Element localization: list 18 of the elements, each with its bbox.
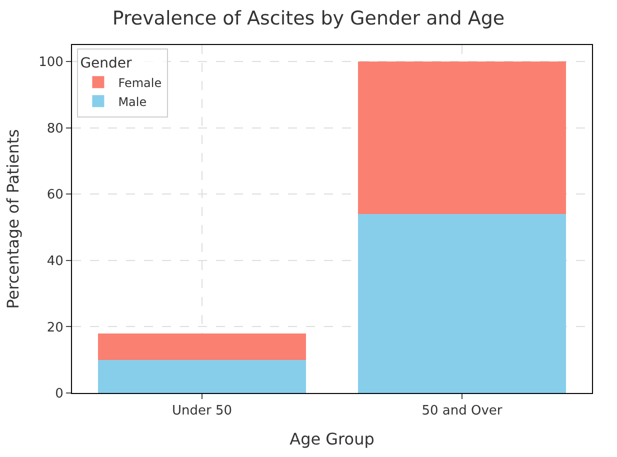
bar xyxy=(358,62,566,214)
bar xyxy=(98,360,306,393)
y-tick-label: 60 xyxy=(46,188,64,203)
x-axis-title: Age Group xyxy=(290,429,374,448)
legend-label: Male xyxy=(118,94,147,109)
legend-title: Gender xyxy=(80,56,132,72)
x-tick-label: Under 50 xyxy=(172,404,232,419)
y-tick-label: 100 xyxy=(38,55,64,70)
bar xyxy=(98,333,306,360)
bar xyxy=(358,214,566,393)
chart-title: Prevalence of Ascites by Gender and Age xyxy=(112,8,505,30)
y-tick-label: 0 xyxy=(55,386,64,402)
y-axis-title: Percentage of Patients xyxy=(3,129,22,309)
legend-label: Female xyxy=(118,76,162,90)
y-tick-label: 40 xyxy=(46,254,64,269)
y-tick-label: 80 xyxy=(46,121,64,136)
x-tick-label: 50 and Over xyxy=(422,404,503,419)
y-tick-label: 20 xyxy=(46,320,64,336)
